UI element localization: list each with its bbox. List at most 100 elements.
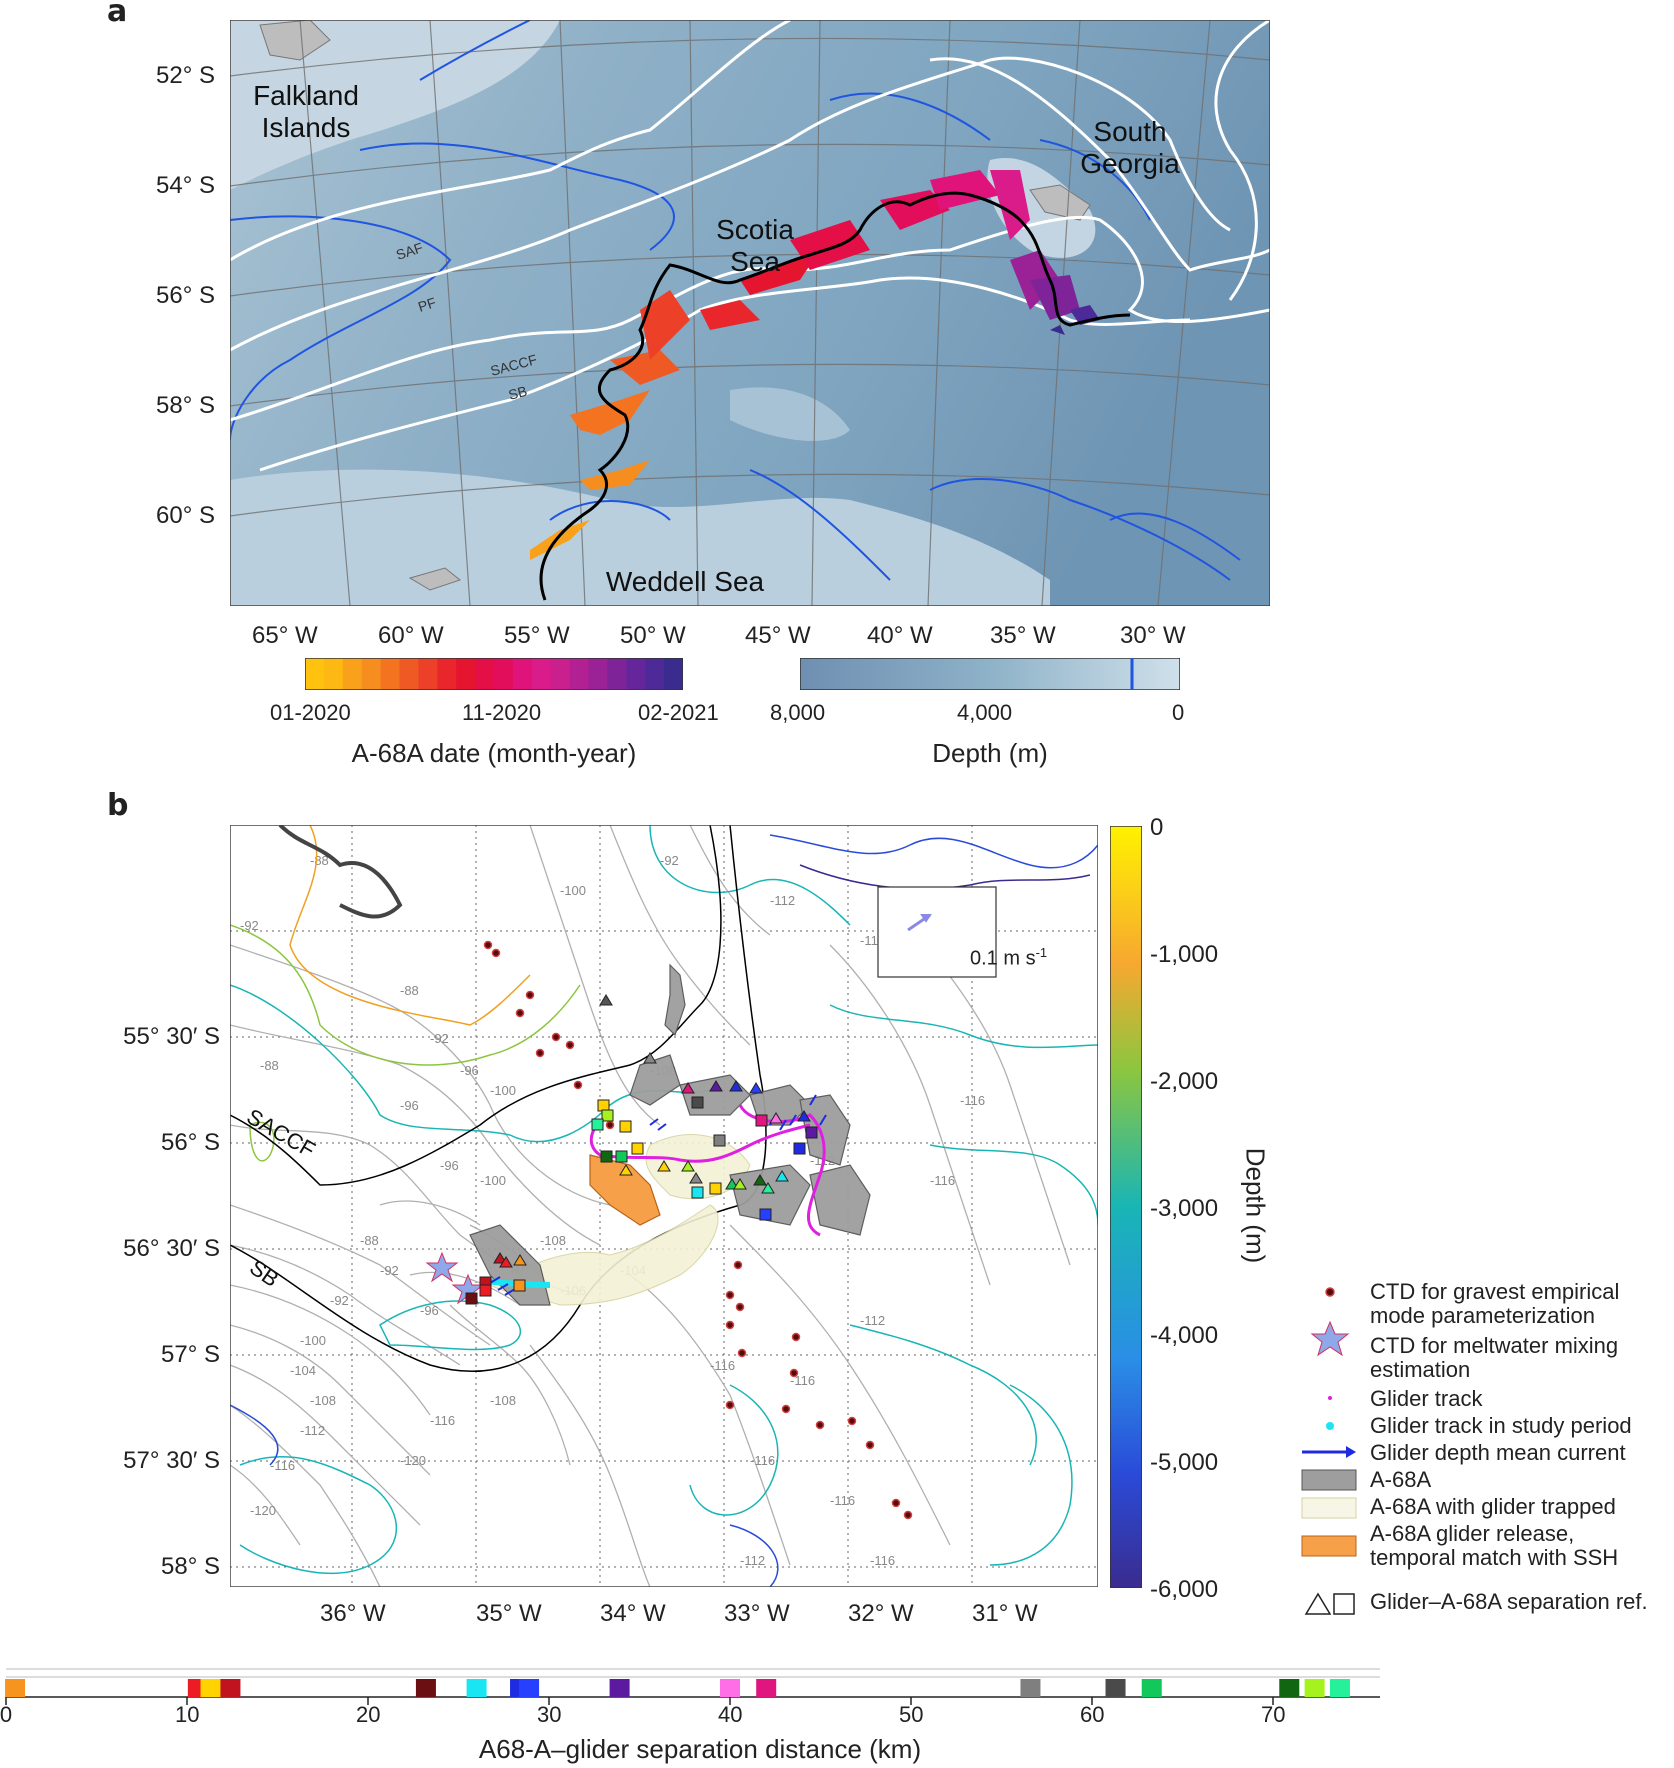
date-colorbar-cell: [569, 658, 589, 690]
depth-a-tick-0: 8,000: [770, 700, 826, 725]
svg-text:-100: -100: [480, 1173, 506, 1188]
svg-text:-100: -100: [560, 883, 586, 898]
legend-star-icon: [1310, 1320, 1350, 1357]
separation-marker: [609, 1679, 630, 1697]
lon-tick-40: 40° W: [867, 622, 933, 649]
svg-text:-92: -92: [660, 853, 679, 868]
lat-tick-54: 54° S: [156, 172, 215, 199]
strip-tick-label: 70: [1261, 1702, 1286, 1727]
date-colorbar-cell: [531, 658, 552, 690]
svg-text:-112: -112: [740, 1553, 765, 1568]
svg-text:-116: -116: [830, 1493, 855, 1508]
lat-tick-56: 56° S: [156, 282, 215, 309]
lat-tick-52: 52° S: [156, 62, 215, 89]
lat-b-tick-4: 57° 30′ S: [123, 1447, 220, 1474]
svg-text:-120: -120: [250, 1503, 276, 1518]
depth-b-tick-1: -1,000: [1150, 941, 1219, 968]
separation-marker: [220, 1679, 241, 1697]
strip-tick-label: 50: [899, 1702, 924, 1727]
panel-b-map: -92 -88 -88 -92 -96 -100 -96 -88 -96 -10…: [230, 825, 1098, 1587]
svg-text:-108: -108: [540, 1233, 566, 1248]
date-colorbar-cell: [418, 658, 438, 690]
lon-tick-35: 35° W: [990, 622, 1056, 649]
svg-text:-116: -116: [930, 1173, 955, 1188]
separation-marker: [1329, 1679, 1350, 1697]
separation-marker: [1279, 1679, 1300, 1697]
strip-tick-label: 30: [537, 1702, 562, 1727]
separation-marker: [1141, 1679, 1162, 1697]
separation-marker: [1105, 1679, 1126, 1697]
date-colorbar-cell: [607, 658, 627, 690]
lat-b-tick-1: 56° S: [161, 1129, 220, 1156]
legend-orange-box: [1301, 1535, 1357, 1557]
legend-ctd-gem: CTD for gravest empirical mode parameter…: [1370, 1279, 1620, 1328]
date-colorbar-cell: [550, 658, 571, 690]
svg-text:-120: -120: [400, 1453, 426, 1468]
legend-grey-box: [1301, 1469, 1357, 1491]
separation-marker: [415, 1679, 436, 1697]
svg-text:-116: -116: [710, 1358, 735, 1373]
lon-b-tick-32: 32° W: [848, 1600, 914, 1627]
depth-colorbar-b-label: Depth (m): [1240, 1147, 1271, 1264]
svg-text:-88: -88: [310, 853, 329, 868]
depth-b-tick-2: -2,000: [1150, 1068, 1219, 1095]
lon-tick-30: 30° W: [1120, 622, 1186, 649]
legend-a68a: A-68A: [1370, 1467, 1432, 1492]
date-colorbar-cell: [342, 658, 363, 690]
depth-b-tick-3: -3,000: [1150, 1195, 1219, 1222]
separation-marker: [200, 1679, 221, 1697]
strip-tick-label: 20: [356, 1702, 381, 1727]
date-colorbar-cell: [664, 658, 683, 690]
lon-b-tick-34: 34° W: [600, 1600, 666, 1627]
date-colorbar-cell: [456, 658, 476, 690]
date-colorbar-cell: [323, 658, 344, 690]
date-tick-2: 02-2021: [638, 700, 719, 725]
legend-square-icon: [1333, 1593, 1355, 1615]
legend-cream-box: [1301, 1497, 1357, 1519]
panel-a-map: SAF PF SACCF SB: [230, 20, 1270, 606]
separation-marker: [1304, 1679, 1325, 1697]
separation-ref-markers: [465, 994, 818, 1305]
date-colorbar-cell: [380, 658, 400, 690]
svg-text:-108: -108: [310, 1393, 336, 1408]
lat-b-tick-0: 55° 30′ S: [123, 1023, 220, 1050]
lon-tick-60: 60° W: [378, 622, 444, 649]
legend-magenta-dot: [1328, 1396, 1332, 1400]
separation-marker: [5, 1679, 26, 1697]
label-falkland-islands: Falkland Islands: [253, 80, 359, 143]
front-label-sb: SB: [507, 383, 529, 403]
svg-text:-88: -88: [260, 1058, 279, 1073]
depth-b-tick-0: 0: [1150, 814, 1164, 841]
strip-xlabel: A68-A–glider separation distance (km): [478, 1734, 922, 1764]
lon-tick-50: 50° W: [620, 622, 686, 649]
lon-b-tick-31: 31° W: [972, 1600, 1038, 1627]
depth-colorbar-a-label: Depth (m): [932, 738, 1048, 768]
svg-text:-116: -116: [750, 1453, 775, 1468]
strip-tick-label: 60: [1080, 1702, 1105, 1727]
legend-separation-ref: Glider–A-68A separation ref.: [1370, 1589, 1648, 1614]
date-colorbar-cell: [399, 658, 419, 690]
scale-arrow-label: 0.1 m s-1: [970, 945, 1048, 970]
legend-glider-current: Glider depth mean current: [1370, 1440, 1626, 1465]
legend-glider-study: Glider track in study period: [1370, 1413, 1632, 1438]
legend-triangle-icon: [1304, 1592, 1332, 1615]
lon-tick-65: 65° W: [252, 622, 318, 649]
ctd-dots: [483, 940, 913, 1520]
svg-text:-116: -116: [870, 1553, 895, 1568]
legend-ctd-dot: [1325, 1287, 1335, 1297]
legend-cyan-dot: [1326, 1422, 1334, 1430]
svg-text:-116: -116: [270, 1458, 295, 1473]
svg-text:-96: -96: [440, 1158, 459, 1173]
legend-a68a-release: A-68A glider release, temporal match wit…: [1370, 1521, 1619, 1570]
svg-text:-92: -92: [380, 1263, 399, 1278]
legend-ctd-mixing: CTD for meltwater mixing estimation: [1370, 1333, 1619, 1382]
legend-a68a-trapped: A-68A with glider trapped: [1370, 1494, 1616, 1519]
depth-colorbar-b: [1110, 826, 1142, 1588]
svg-text:-116: -116: [430, 1413, 455, 1428]
lon-tick-55: 55° W: [504, 622, 570, 649]
svg-text:-92: -92: [240, 918, 259, 933]
depth-b-tick-5: -5,000: [1150, 1449, 1219, 1476]
legend-symbols: [1301, 1287, 1357, 1615]
lat-tick-58: 58° S: [156, 392, 215, 419]
date-colorbar-cell: [494, 658, 514, 690]
